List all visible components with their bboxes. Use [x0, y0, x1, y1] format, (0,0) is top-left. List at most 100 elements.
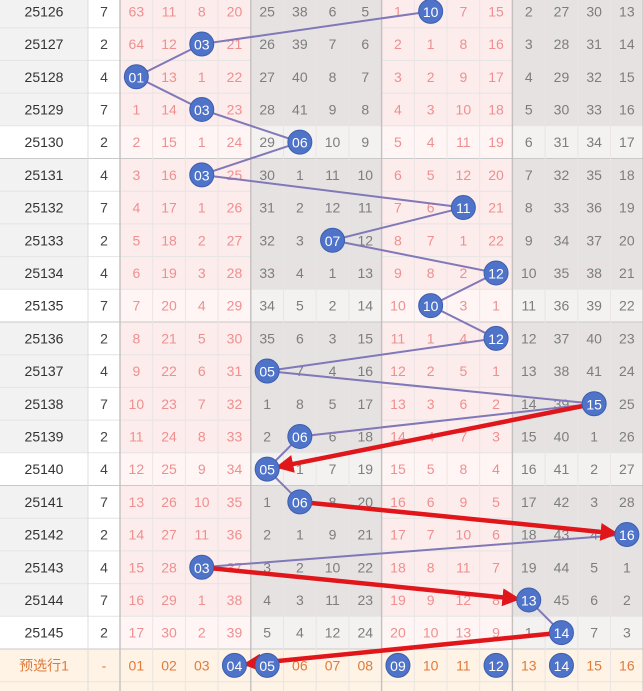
grid-cell — [545, 93, 578, 126]
grid-cell — [610, 60, 643, 94]
grid-cell — [120, 485, 153, 519]
grid-cell — [512, 191, 546, 224]
meta-cell — [88, 256, 120, 290]
omission-value: 3 — [590, 494, 598, 510]
grid-cell — [218, 191, 251, 224]
issue-cell — [0, 354, 88, 388]
meta-value: 7 — [100, 200, 108, 216]
selected-ball — [385, 652, 411, 678]
grid-cell — [185, 518, 219, 551]
omission-value: 17 — [357, 396, 373, 412]
grid-cell — [348, 322, 382, 355]
omission-value: 16 — [390, 494, 406, 510]
meta-cell — [88, 583, 120, 617]
omission-value: 9 — [459, 69, 467, 85]
omission-value: 1 — [296, 167, 304, 183]
hit-ball — [189, 96, 215, 122]
meta-value: 2 — [100, 134, 108, 150]
grid-cell — [120, 616, 153, 649]
omission-value: 17 — [161, 200, 177, 216]
omission-value: 32 — [259, 232, 275, 248]
grid-cell — [414, 223, 447, 257]
hit-ball-label: 12 — [488, 265, 504, 281]
omission-value: 36 — [586, 200, 602, 216]
grid-cell — [414, 550, 447, 584]
grid-cell — [283, 518, 317, 551]
grid-cell — [218, 0, 251, 28]
grid-cell — [316, 289, 349, 322]
hit-ball — [418, 293, 444, 319]
grid-cell — [316, 322, 349, 355]
hit-ball — [287, 129, 313, 155]
meta-cell — [88, 550, 120, 584]
grid-cell — [218, 256, 251, 290]
grid-cell — [512, 452, 546, 486]
prediction-arrow — [242, 630, 562, 672]
grid-cell — [447, 158, 480, 192]
omission-value: 1 — [427, 330, 435, 346]
omission-value: 2 — [198, 625, 206, 641]
issue-number: 25137 — [25, 363, 64, 379]
selected-ball-label: 09 — [390, 658, 406, 674]
grid-cell — [348, 485, 382, 519]
hit-ball — [548, 620, 574, 646]
omission-value: 39 — [227, 625, 243, 641]
omission-value: 23 — [357, 592, 373, 608]
issue-cell — [0, 27, 88, 61]
omission-value: 41 — [586, 363, 602, 379]
footer-number: 02 — [161, 657, 177, 673]
grid-cell — [577, 27, 611, 61]
omission-value: 1 — [198, 134, 206, 150]
omission-value: 13 — [619, 3, 635, 19]
issue-cell — [0, 60, 88, 94]
omission-value: 1 — [623, 559, 631, 575]
issue-number: 25130 — [25, 134, 64, 150]
omission-value: 3 — [427, 101, 435, 117]
omission-value: 6 — [459, 396, 467, 412]
omission-value: 15 — [129, 559, 145, 575]
meta-value: 2 — [100, 232, 108, 248]
grid-cell — [316, 93, 349, 126]
grid-cell — [152, 420, 186, 453]
grid-cell — [250, 387, 284, 421]
omission-value: 8 — [525, 200, 533, 216]
omission-value: 5 — [590, 559, 598, 575]
grid-cell — [283, 354, 317, 388]
grid-cell — [120, 452, 153, 486]
omission-value: 3 — [427, 396, 435, 412]
omission-value: 3 — [623, 625, 631, 641]
grid-cell — [479, 93, 513, 126]
omission-value: 14 — [161, 101, 177, 117]
omission-value: 11 — [521, 298, 536, 314]
prediction-arrow — [275, 401, 595, 473]
grid-cell — [381, 616, 415, 649]
grid-cell — [381, 158, 415, 192]
omission-value: 2 — [263, 527, 271, 543]
grid-cell — [348, 289, 382, 322]
meta-value: 4 — [100, 265, 108, 281]
omission-value: 7 — [394, 200, 402, 216]
grid-cell — [283, 191, 317, 224]
footer-number: 13 — [521, 657, 537, 673]
omission-value: 28 — [554, 36, 570, 52]
omission-value: 5 — [525, 101, 533, 117]
meta-cell — [88, 27, 120, 61]
omission-value: 26 — [161, 494, 177, 510]
omission-value: 29 — [161, 592, 177, 608]
omission-value: 13 — [390, 396, 406, 412]
footer-number: 08 — [357, 657, 373, 673]
omission-value: 18 — [357, 428, 373, 444]
grid-cell — [545, 60, 578, 94]
grid-cell — [250, 616, 284, 649]
omission-value: 39 — [586, 298, 602, 314]
grid-cell — [479, 60, 513, 94]
omission-value: 11 — [456, 134, 471, 150]
grid-cell — [479, 354, 513, 388]
omission-value: 22 — [161, 363, 177, 379]
omission-value: 3 — [329, 330, 337, 346]
omission-value: 38 — [554, 363, 570, 379]
omission-value: 12 — [325, 625, 341, 641]
meta-value: 2 — [100, 330, 108, 346]
omission-value: 27 — [554, 3, 570, 19]
omission-value: 9 — [361, 134, 369, 150]
